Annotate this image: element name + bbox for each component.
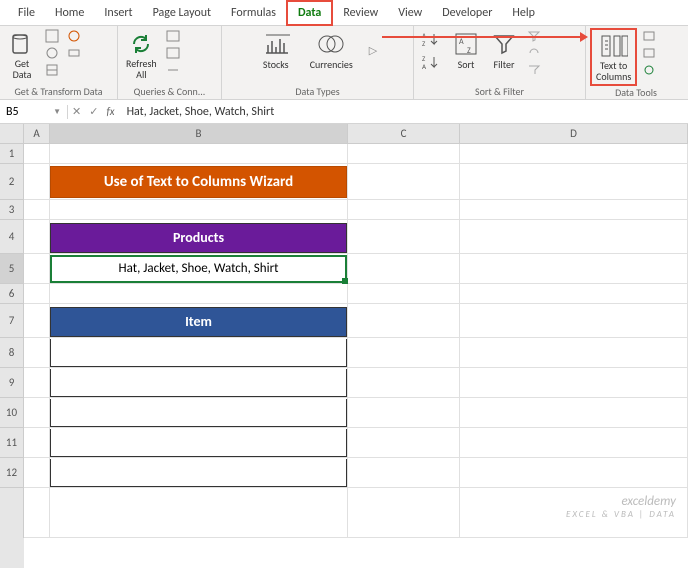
tab-review[interactable]: Review	[333, 2, 388, 24]
existing-conn-icon[interactable]	[64, 45, 84, 61]
col-header-b[interactable]: B	[50, 124, 348, 144]
text-to-columns-icon	[600, 32, 628, 60]
col-header-c[interactable]: C	[348, 124, 460, 144]
currencies-button[interactable]: Currencies	[306, 28, 357, 73]
recent-sources-icon[interactable]	[64, 28, 84, 44]
row-header-4[interactable]: 4	[0, 220, 24, 254]
stocks-icon	[262, 30, 290, 58]
group-label-queries: Queries & Conn...	[122, 85, 217, 99]
group-label-sort-filter: Sort & Filter	[418, 85, 581, 99]
get-data-button[interactable]: Get Data	[4, 28, 40, 82]
tab-developer[interactable]: Developer	[432, 2, 502, 24]
svg-text:Z: Z	[422, 39, 426, 48]
col-header-d[interactable]: D	[460, 124, 688, 144]
tab-view[interactable]: View	[388, 2, 432, 24]
select-all-corner[interactable]	[0, 124, 24, 144]
tab-help[interactable]: Help	[502, 2, 545, 24]
watermark-main: exceldemy	[566, 494, 676, 509]
advanced-icon[interactable]	[524, 62, 544, 78]
filter-icon	[490, 30, 518, 58]
currencies-label: Currencies	[310, 58, 353, 71]
col-header-a[interactable]: A	[24, 124, 50, 144]
item-header: Item	[50, 307, 347, 337]
cancel-icon[interactable]: ✕	[72, 105, 81, 118]
queries-icon[interactable]	[163, 28, 183, 44]
item-cell-4[interactable]	[50, 429, 347, 457]
group-label-data-tools: Data Tools	[590, 86, 682, 100]
row-header-2[interactable]: 2	[0, 164, 24, 200]
properties-icon[interactable]	[163, 45, 183, 61]
formula-input[interactable]: Hat, Jacket, Shoe, Watch, Shirt	[119, 105, 275, 119]
refresh-all-button[interactable]: Refresh All	[122, 28, 161, 82]
name-box[interactable]: B5 ▼	[0, 105, 68, 119]
watermark: exceldemy EXCEL & VBA | DATA	[566, 494, 676, 520]
item-cell-1[interactable]	[50, 339, 347, 367]
refresh-label: Refresh All	[126, 58, 157, 80]
row-header-9[interactable]: 9	[0, 368, 24, 398]
enter-icon[interactable]: ✓	[89, 105, 98, 118]
text-to-columns-label: Text to Columns	[596, 60, 631, 82]
tab-data[interactable]: Data	[286, 0, 333, 26]
sort-icon: AZ	[452, 30, 480, 58]
tab-file[interactable]: File	[8, 2, 45, 24]
reapply-icon[interactable]	[524, 45, 544, 61]
stocks-label: Stocks	[263, 58, 289, 71]
group-label-get-transform: Get & Transform Data	[4, 85, 113, 99]
item-cell-5[interactable]	[50, 459, 347, 487]
edit-links-icon[interactable]	[163, 62, 183, 78]
sort-za-icon[interactable]: ZA	[418, 51, 442, 73]
tab-home[interactable]: Home	[45, 2, 94, 24]
from-table-icon[interactable]	[42, 62, 62, 78]
tab-page-layout[interactable]: Page Layout	[143, 2, 221, 24]
sort-az-icon[interactable]: AZ	[418, 28, 442, 50]
ribbon: Get Data Get & Transform Data Refresh Al…	[0, 26, 688, 100]
refresh-icon	[127, 30, 155, 58]
svg-text:Z: Z	[467, 46, 471, 56]
chevron-down-icon[interactable]: ▼	[53, 107, 61, 117]
row-header-6[interactable]: 6	[0, 284, 24, 304]
from-text-icon[interactable]	[42, 28, 62, 44]
filter-label: Filter	[494, 58, 515, 71]
sort-button[interactable]: AZ Sort	[448, 28, 484, 73]
row-header-1[interactable]: 1	[0, 144, 24, 164]
item-cell-2[interactable]	[50, 369, 347, 397]
from-web-icon[interactable]	[42, 45, 62, 61]
stocks-button[interactable]: Stocks	[258, 28, 294, 73]
item-cell-3[interactable]	[50, 399, 347, 427]
fx-icon[interactable]: fx	[106, 105, 114, 118]
currencies-icon	[317, 30, 345, 58]
row-header-12[interactable]: 12	[0, 458, 24, 488]
remove-dup-icon[interactable]	[639, 45, 659, 61]
chevron-right-icon[interactable]: ▷	[369, 44, 377, 57]
formula-bar: B5 ▼ ✕ ✓ fx Hat, Jacket, Shoe, Watch, Sh…	[0, 100, 688, 124]
flash-fill-icon[interactable]	[639, 28, 659, 44]
get-data-label: Get Data	[13, 58, 32, 80]
selected-cell-b5[interactable]: Hat, Jacket, Shoe, Watch, Shirt	[50, 255, 347, 283]
filter-button[interactable]: Filter	[486, 28, 522, 73]
text-to-columns-button[interactable]: Text to Columns	[590, 28, 637, 86]
tab-insert[interactable]: Insert	[94, 2, 142, 24]
svg-text:A: A	[422, 62, 427, 71]
sort-label: Sort	[458, 58, 475, 71]
get-data-icon	[8, 30, 36, 58]
row-header-5[interactable]: 5	[0, 254, 24, 284]
svg-text:A: A	[459, 37, 464, 47]
data-val-icon[interactable]	[639, 62, 659, 78]
group-label-data-types: Data Types	[226, 85, 409, 99]
products-header: Products	[50, 223, 347, 253]
tab-formulas[interactable]: Formulas	[221, 2, 286, 24]
title-banner: Use of Text to Columns Wizard	[50, 166, 347, 198]
row-header-10[interactable]: 10	[0, 398, 24, 428]
row-header-3[interactable]: 3	[0, 200, 24, 220]
row-header-blank[interactable]	[0, 488, 24, 538]
watermark-sub: EXCEL & VBA | DATA	[566, 509, 676, 520]
menu-tabs: File Home Insert Page Layout Formulas Da…	[0, 0, 688, 26]
row-header-11[interactable]: 11	[0, 428, 24, 458]
row-header-7[interactable]: 7	[0, 304, 24, 338]
row-header-8[interactable]: 8	[0, 338, 24, 368]
name-box-value: B5	[6, 105, 19, 119]
annotation-arrow	[382, 36, 582, 38]
